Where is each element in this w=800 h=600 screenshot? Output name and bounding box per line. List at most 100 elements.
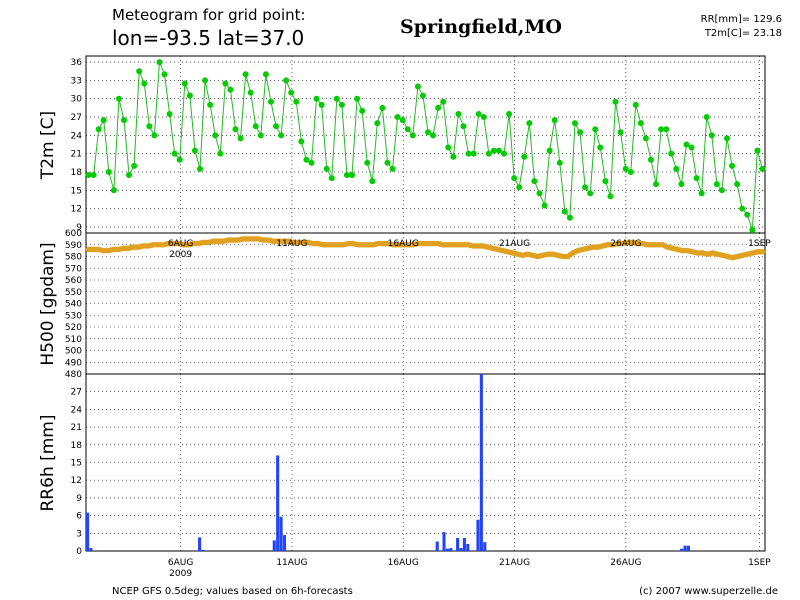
- t2m-point: [622, 165, 629, 172]
- t2m-point: [90, 172, 97, 179]
- y-tick-label: 570: [65, 264, 82, 274]
- t2m-point: [156, 59, 163, 66]
- t2m-point: [141, 80, 148, 87]
- y-tick-label: 520: [65, 323, 82, 333]
- t2m-point: [470, 150, 477, 157]
- rr-bar: [683, 545, 687, 551]
- x-tick-label: 6AUG: [168, 558, 193, 568]
- rr-bar: [466, 543, 470, 551]
- t2m-point: [658, 126, 665, 133]
- t2m-point: [718, 187, 725, 194]
- t2m-point: [333, 95, 340, 102]
- t2m-point: [338, 101, 345, 108]
- t2m-point: [759, 165, 766, 172]
- y-tick-label: 15: [71, 459, 82, 469]
- x-tick-label-upper: 16AUG: [388, 239, 419, 249]
- t2m-point: [592, 126, 599, 133]
- y-tick-label: 33: [71, 76, 82, 86]
- t2m-point: [435, 104, 442, 111]
- t2m-point: [587, 190, 594, 197]
- t2m-point: [683, 141, 690, 148]
- t2m-point: [708, 132, 715, 139]
- t2m-point: [191, 147, 198, 154]
- t2m-point: [495, 147, 502, 154]
- y-tick-label: 500: [65, 347, 82, 357]
- t2m-point: [207, 101, 214, 108]
- footer-source: NCEP GFS 0.5deg; values based on 6h-fore…: [112, 586, 353, 597]
- y-tick-label: 36: [71, 58, 83, 68]
- t2m-point: [734, 181, 741, 188]
- rr-bar: [456, 538, 460, 551]
- t2m-point: [389, 165, 396, 172]
- rr-bar: [276, 455, 280, 551]
- t2m-point: [105, 168, 112, 175]
- t2m-point: [121, 117, 128, 124]
- y-tick-label: 21: [71, 150, 82, 160]
- rr-bar: [445, 548, 449, 551]
- t2m-line: [88, 61, 763, 231]
- rr-axis-label: RR6h [mm]: [38, 414, 58, 511]
- t2m-point: [445, 144, 452, 151]
- t2m-point: [597, 144, 604, 151]
- y-tick-label: 21: [71, 423, 82, 433]
- t2m-point: [516, 184, 523, 191]
- rr-bar: [198, 537, 202, 551]
- x-tick-label-upper: 11AUG: [276, 239, 307, 249]
- t2m-point: [267, 98, 274, 105]
- t2m-point: [501, 150, 508, 157]
- rr-bar: [479, 374, 483, 551]
- t2m-point: [222, 80, 229, 87]
- t2m-point: [95, 126, 102, 133]
- t2m-point: [511, 175, 518, 182]
- t2m-point: [566, 214, 573, 221]
- rr-bar: [462, 538, 466, 551]
- t2m-point: [176, 156, 183, 163]
- t2m-point: [637, 120, 644, 127]
- t2m-point: [425, 129, 432, 136]
- y-tick-label: 0: [76, 547, 82, 557]
- x-tick-label: 26AUG: [610, 558, 641, 568]
- title-line2: lon=-93.5 lat=37.0: [112, 26, 304, 50]
- footer-copyright: (c) 2007 www.superzelle.de: [639, 586, 778, 597]
- y-tick-label: 15: [71, 186, 82, 196]
- t2m-point: [262, 71, 269, 78]
- t2m-point: [678, 181, 685, 188]
- y-tick-label: 480: [65, 370, 82, 380]
- t2m-point: [136, 68, 143, 75]
- t2m-point: [273, 123, 280, 130]
- t2m-point: [465, 150, 472, 157]
- x-tick-label-upper: 21AUG: [499, 239, 530, 249]
- t2m-point: [349, 172, 356, 179]
- t2m-point: [419, 92, 426, 99]
- h500-axis-label: H500 [gpdam]: [38, 242, 58, 365]
- t2m-point: [526, 120, 533, 127]
- t2m-point: [384, 159, 391, 166]
- t2m-point: [313, 95, 320, 102]
- t2m-point: [242, 71, 249, 78]
- y-tick-label: 540: [65, 300, 82, 310]
- t2m-point: [475, 110, 482, 117]
- t2m-point: [754, 147, 761, 154]
- t2m-point: [561, 208, 568, 215]
- x-year-label-upper: 2009: [169, 250, 192, 260]
- t2m-point: [723, 135, 730, 142]
- t2m-point: [166, 110, 173, 117]
- x-tick-label: 11AUG: [276, 558, 307, 568]
- t2m-point: [668, 150, 675, 157]
- t2m-point: [460, 123, 467, 130]
- t2m-point: [440, 98, 447, 105]
- t2m-point: [151, 132, 158, 139]
- t2m-point: [202, 77, 209, 84]
- y-tick-label: 27: [71, 113, 82, 123]
- t2m-point: [490, 147, 497, 154]
- y-tick-label: 530: [65, 311, 82, 321]
- t2m-point: [673, 165, 680, 172]
- t2m-point: [247, 89, 254, 96]
- t2m-point: [739, 205, 746, 212]
- t2m-point: [288, 89, 295, 96]
- y-tick-label: 24: [71, 131, 83, 141]
- t2m-point: [556, 159, 563, 166]
- y-tick-label: 560: [65, 276, 82, 286]
- rr-bar: [272, 540, 276, 551]
- summary-t2m: T2m[C]= 23.18: [704, 28, 782, 39]
